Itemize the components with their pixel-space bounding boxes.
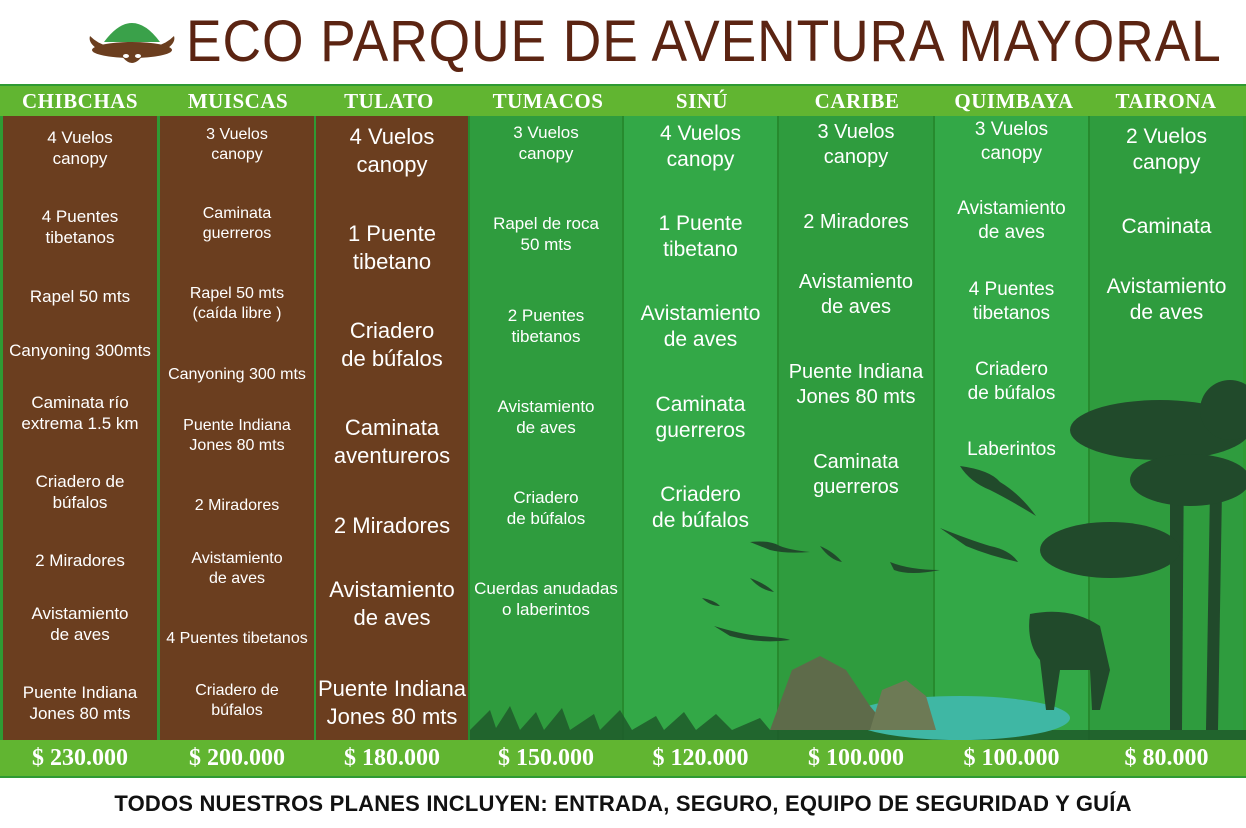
- plan-price: $ 80.000: [1124, 745, 1209, 771]
- plan-name: CHIBCHAS: [21, 89, 139, 113]
- plan-column-muiscas: [160, 116, 314, 740]
- plan-item: Caminata guerreros: [655, 393, 746, 443]
- plan-item: Avistamiento de aves: [798, 271, 914, 318]
- plan-item: Rapel 50 mts (caída libre ): [189, 285, 285, 322]
- plan-item: Criadero de búfalos: [967, 359, 1056, 404]
- plan-item: Criadero de búfalos: [195, 682, 279, 719]
- plan-name: TUMACOS: [492, 89, 604, 113]
- plan-name: CARIBE: [814, 89, 900, 113]
- plan-item: Avistamiento de aves: [31, 604, 129, 645]
- plan-item: Caminata guerreros: [813, 451, 899, 498]
- plan-item: Avistamiento de aves: [1106, 275, 1227, 325]
- plan-item: 3 Vuelos canopy: [974, 119, 1049, 164]
- plan-item: 1 Puente tibetano: [658, 212, 743, 262]
- plan-column-tairona: [1090, 116, 1243, 740]
- plan-item: Caminata aventureros: [333, 415, 451, 468]
- plan-item: Rapel 50 mts: [29, 287, 131, 306]
- plan-item: Criadero de búfalos: [341, 318, 443, 371]
- page-title: ECO PARQUE DE AVENTURA MAYORAL: [186, 9, 1222, 74]
- plan-item: Avistamiento de aves: [640, 302, 761, 352]
- prices-strip: [0, 740, 1246, 776]
- plan-name: TULATO: [344, 89, 434, 113]
- plan-item: 3 Vuelos canopy: [817, 121, 895, 168]
- column-separator: [1088, 116, 1090, 740]
- plan-name: TAIRONA: [1115, 89, 1217, 113]
- plan-item: 4 Vuelos canopy: [47, 128, 113, 169]
- column-separator: [622, 116, 624, 740]
- plan-item: Avistamiento de aves: [957, 198, 1066, 243]
- plan-item: Avistamiento de aves: [191, 550, 283, 587]
- plan-price: $ 100.000: [808, 745, 904, 771]
- plan-item: Caminata río extrema 1.5 km: [21, 393, 139, 434]
- plan-item: 2 Puentes tibetanos: [507, 306, 585, 347]
- plan-item: Rapel de roca 50 mts: [493, 214, 599, 255]
- plan-price: $ 150.000: [498, 745, 594, 771]
- plan-item: Puente Indiana Jones 80 mts: [788, 361, 924, 408]
- plan-item: 2 Miradores: [194, 497, 280, 514]
- plan-item: Canyoning 300mts: [9, 341, 151, 360]
- plan-column-caribe: [779, 116, 933, 740]
- plan-item: Caminata guerreros: [202, 205, 272, 242]
- column-separator: [933, 116, 935, 740]
- plan-item: 2 Vuelos canopy: [1126, 125, 1207, 175]
- plan-item: 3 Vuelos canopy: [513, 123, 579, 164]
- plan-item: 2 Miradores: [803, 211, 909, 233]
- plan-item: 3 Vuelos canopy: [206, 126, 268, 163]
- column-separator: [468, 116, 470, 740]
- plan-item: Criadero de búfalos: [35, 472, 125, 513]
- plan-item: 1 Puente tibetano: [347, 221, 437, 274]
- plan-names-strip: [0, 86, 1246, 116]
- plan-item: 2 Miradores: [333, 513, 451, 538]
- plan-item: Puente Indiana Jones 80 mts: [317, 676, 467, 729]
- plan-price: $ 200.000: [189, 745, 285, 771]
- plan-column-tulato: [316, 116, 468, 740]
- header: ECO PARQUE DE AVENTURA MAYORAL: [0, 0, 1246, 84]
- plan-item: 4 Puentes tibetanos: [41, 207, 119, 248]
- plan-item: Cuerdas anudadas o laberintos: [474, 579, 618, 620]
- plan-name: SINÚ: [675, 89, 729, 113]
- plan-item: Criadero de búfalos: [506, 488, 586, 529]
- plan-price: $ 120.000: [652, 745, 749, 771]
- plan-item: 4 Vuelos canopy: [660, 122, 741, 172]
- plan-item: Avistamiento de aves: [497, 397, 595, 438]
- plan-name: MUISCAS: [187, 89, 289, 113]
- column-separator: [777, 116, 779, 740]
- plan-item: 4 Vuelos canopy: [349, 124, 435, 177]
- plan-price: $ 230.000: [32, 745, 128, 771]
- plan-price: $ 100.000: [963, 745, 1060, 771]
- plan-item: 2 Miradores: [35, 551, 125, 570]
- park-logo-icon: [89, 23, 175, 63]
- plan-item: Criadero de búfalos: [652, 483, 749, 533]
- plan-name: QUIMBAYA: [954, 89, 1074, 113]
- plan-item: Puente Indiana Jones 80 mts: [22, 683, 138, 724]
- plan-price: $ 180.000: [344, 745, 440, 771]
- plan-item: Caminata: [1121, 215, 1212, 238]
- plan-item: Avistamiento de aves: [329, 577, 455, 630]
- plan-item: 4 Puentes tibetanos: [968, 279, 1055, 324]
- plan-item: Canyoning 300 mts: [168, 366, 306, 383]
- plan-item: Laberintos: [967, 439, 1056, 460]
- plan-item: Puente Indiana Jones 80 mts: [183, 417, 291, 454]
- footer-note: TODOS NUESTROS PLANES INCLUYEN: ENTRADA,…: [114, 791, 1132, 816]
- plan-column-tumacos: [470, 116, 622, 740]
- plan-item: 4 Puentes tibetanos: [166, 630, 308, 647]
- plan-column-chibchas: [3, 116, 157, 740]
